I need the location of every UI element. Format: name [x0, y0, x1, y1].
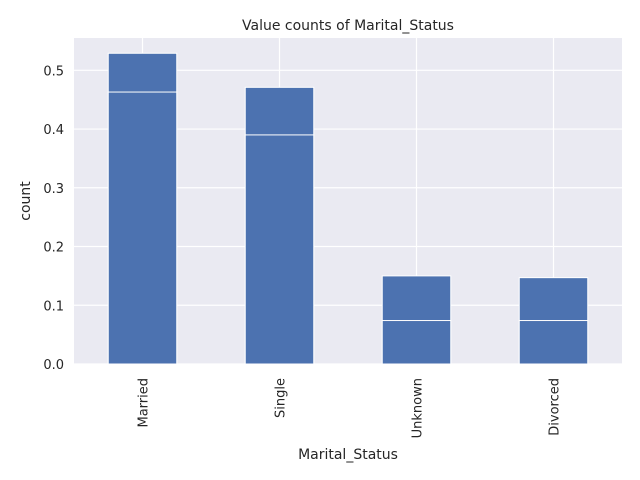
bars: [107, 52, 589, 365]
bar-single-series-2: [244, 134, 315, 365]
x-tick-label: Divorced: [548, 378, 563, 436]
x-tick-label: Single: [274, 378, 289, 418]
bar-unknown-series-2: [381, 320, 452, 365]
x-tick-label: Married: [137, 378, 152, 428]
y-tick-label: 0.2: [43, 241, 64, 256]
y-tick-label: 0.5: [43, 64, 64, 79]
bar-divorced-series-2: [518, 320, 589, 365]
y-axis-ticks: 0.0 0.1 0.2 0.3 0.4 0.5: [43, 64, 64, 373]
y-tick-label: 0.0: [43, 358, 64, 373]
x-axis-title: Marital_Status: [298, 447, 398, 463]
y-tick-label: 0.4: [43, 123, 64, 138]
chart-title: Value counts of Marital_Status: [242, 18, 454, 34]
x-axis-ticks: Married Single Unknown Divorced: [137, 378, 563, 438]
x-tick-label: Unknown: [411, 378, 426, 438]
y-tick-label: 0.1: [43, 299, 64, 314]
y-axis-title: count: [18, 181, 34, 221]
bar-married-series-2: [107, 91, 178, 365]
y-tick-label: 0.3: [43, 182, 64, 197]
